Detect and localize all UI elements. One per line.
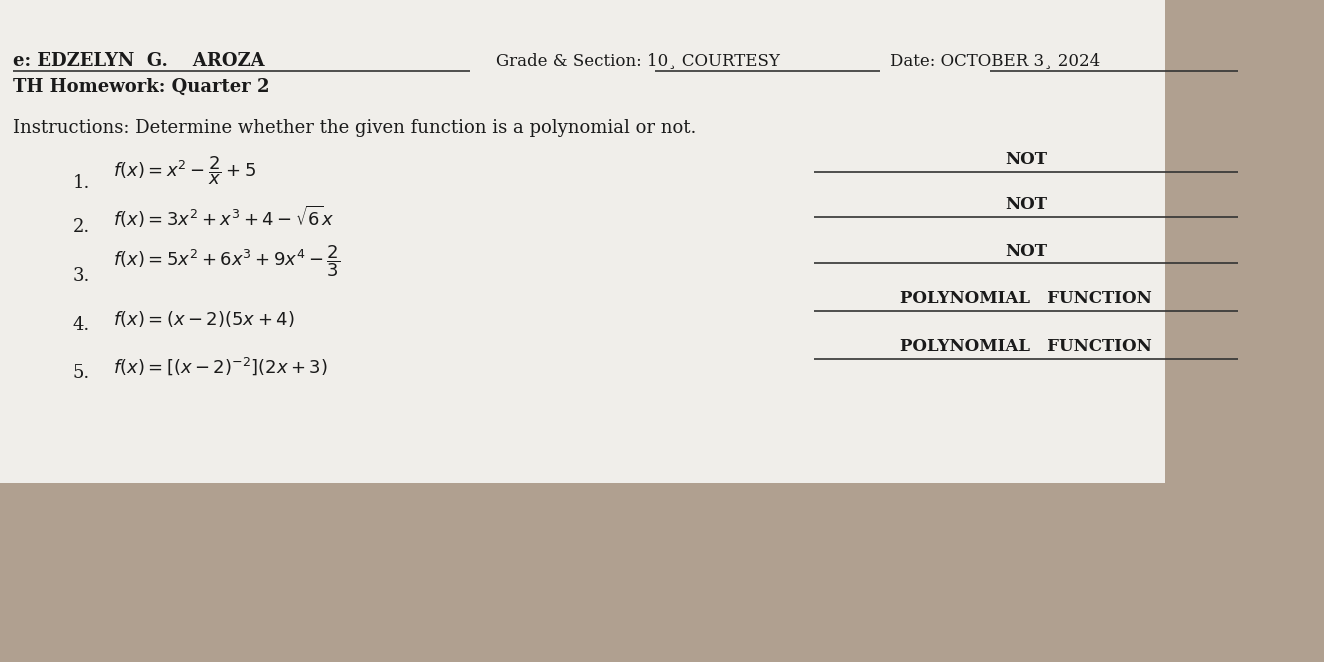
- Text: $f(x) = 3x^2 + x^3 + 4 - \sqrt{6}x$: $f(x) = 3x^2 + x^3 + 4 - \sqrt{6}x$: [113, 205, 334, 230]
- Text: e: EDZELYN  G.    AROZA: e: EDZELYN G. AROZA: [13, 52, 265, 70]
- Text: 2.: 2.: [73, 218, 90, 236]
- Text: Date: OCTOBER 3¸ 2024: Date: OCTOBER 3¸ 2024: [890, 52, 1100, 70]
- Text: 1.: 1.: [73, 174, 90, 192]
- Text: NOT: NOT: [1005, 242, 1047, 260]
- Text: POLYNOMIAL   FUNCTION: POLYNOMIAL FUNCTION: [900, 290, 1152, 307]
- Text: Grade & Section: 10¸ COURTESY: Grade & Section: 10¸ COURTESY: [496, 52, 780, 70]
- Text: $f(x) = (x-2)(5x+4)$: $f(x) = (x-2)(5x+4)$: [113, 309, 294, 329]
- Text: POLYNOMIAL   FUNCTION: POLYNOMIAL FUNCTION: [900, 338, 1152, 355]
- Text: $f(x) = [(x-2)^{-2}](2x+3)$: $f(x) = [(x-2)^{-2}](2x+3)$: [113, 355, 327, 377]
- Text: 4.: 4.: [73, 316, 90, 334]
- Text: $f(x) = 5x^2 + 6x^3 + 9x^4 - \dfrac{2}{3}$: $f(x) = 5x^2 + 6x^3 + 9x^4 - \dfrac{2}{3…: [113, 244, 340, 279]
- Text: Instructions: Determine whether the given function is a polynomial or not.: Instructions: Determine whether the give…: [13, 119, 696, 137]
- Text: NOT: NOT: [1005, 196, 1047, 213]
- FancyBboxPatch shape: [0, 0, 1165, 483]
- Text: NOT: NOT: [1005, 151, 1047, 168]
- Text: TH Homework: Quarter 2: TH Homework: Quarter 2: [13, 78, 270, 96]
- Text: $f(x) = x^2 - \dfrac{2}{x} + 5$: $f(x) = x^2 - \dfrac{2}{x} + 5$: [113, 154, 256, 187]
- Text: 3.: 3.: [73, 267, 90, 285]
- Text: 5.: 5.: [73, 364, 90, 382]
